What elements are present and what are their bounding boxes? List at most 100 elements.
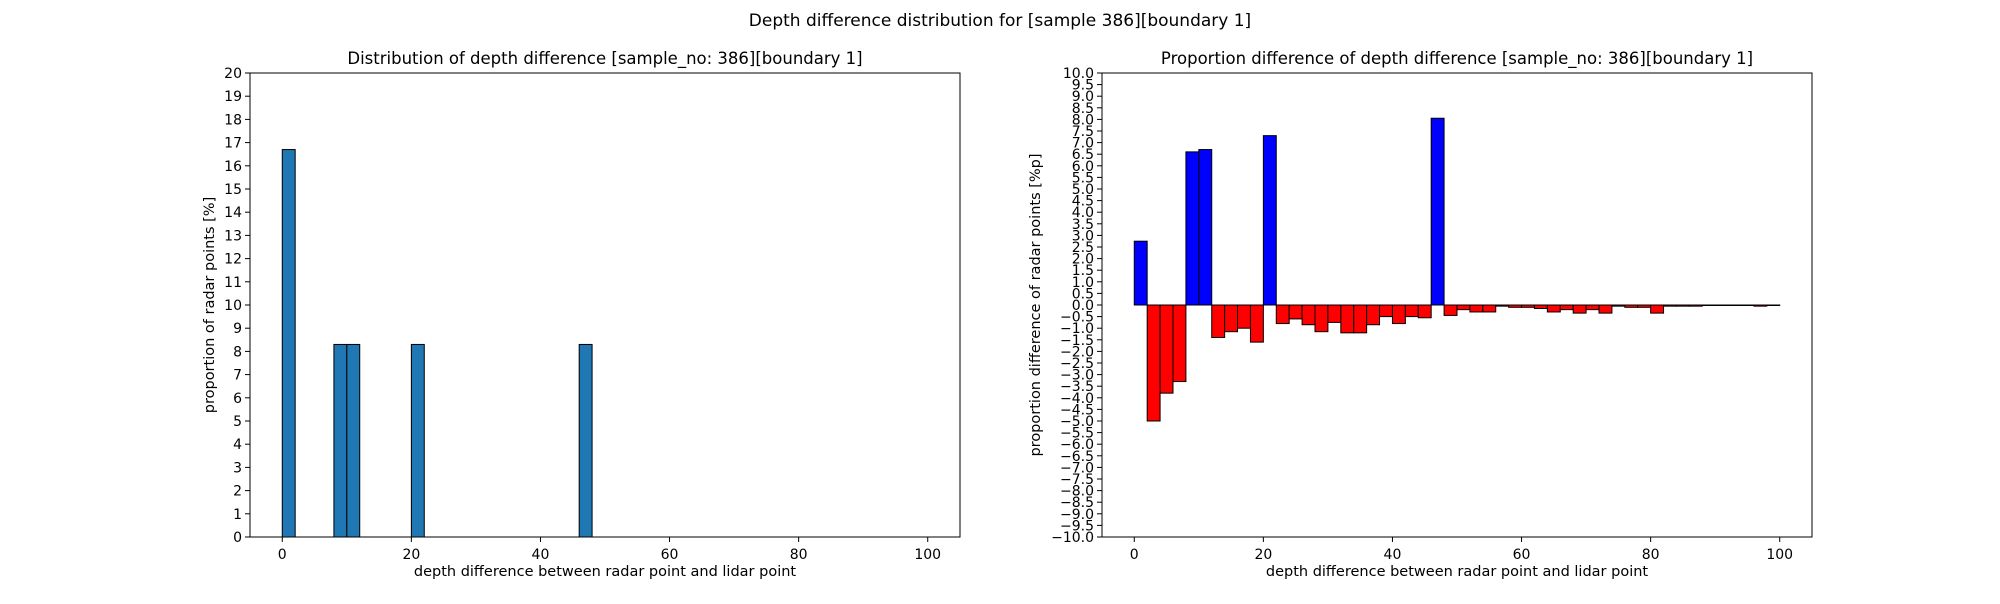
left-y-tick-label-10: 10 — [224, 298, 242, 314]
right-x-tick-label-3: 60 — [1513, 547, 1531, 563]
left-bar-0 — [281, 149, 296, 538]
left-y-tick-label-4: 4 — [233, 437, 242, 453]
right-y-tick-label-30: 5.0 — [1072, 182, 1094, 198]
left-y-tick-label-12: 12 — [224, 252, 242, 268]
right-bar-24 — [1443, 304, 1458, 316]
right-bar-6 — [1211, 304, 1226, 338]
right-bar-28 — [1495, 304, 1510, 307]
left-bar-4 — [578, 343, 593, 538]
left-chart-bars — [281, 149, 593, 538]
right-bar-7 — [1224, 304, 1239, 333]
right-bar-31 — [1533, 304, 1548, 309]
right-bar-49 — [1766, 304, 1781, 306]
right-y-tick-label-38: 9.0 — [1072, 89, 1094, 105]
right-bar-18 — [1366, 304, 1381, 326]
right-bar-2 — [1159, 304, 1174, 394]
left-y-tick-label-16: 16 — [224, 159, 242, 175]
left-y-tick-label-20: 20 — [224, 66, 242, 82]
left-y-tick-label-18: 18 — [224, 112, 242, 128]
right-bar-33 — [1559, 304, 1574, 311]
right-bar-29 — [1508, 304, 1523, 308]
right-bar-15 — [1327, 304, 1342, 323]
left-x-tick-label-4: 80 — [790, 547, 808, 563]
right-y-tick-label-15: −2.5 — [1060, 356, 1094, 372]
left-x-tick-label-1: 20 — [402, 547, 420, 563]
right-x-tick-label-0: 0 — [1130, 547, 1139, 563]
right-bar-19 — [1379, 304, 1393, 318]
left-y-tick-label-3: 3 — [233, 460, 242, 476]
right-bar-8 — [1237, 304, 1251, 329]
right-chart-x-ticks: 0 20 40 60 80 100 — [1130, 537, 1793, 563]
right-x-tick-label-5: 100 — [1766, 547, 1793, 563]
right-bar-9 — [1249, 304, 1264, 343]
right-bar-45 — [1714, 304, 1729, 306]
right-bar-23 — [1430, 117, 1445, 306]
right-y-tick-label-40: 10.0 — [1063, 66, 1094, 82]
right-y-tick-label-2: −9.0 — [1060, 507, 1094, 523]
right-y-tick-label-18: −1.0 — [1060, 321, 1094, 337]
right-y-tick-label-24: 2.0 — [1072, 252, 1094, 268]
left-y-tick-label-8: 8 — [233, 344, 242, 360]
right-x-tick-label-2: 40 — [1384, 547, 1402, 563]
right-bar-13 — [1301, 304, 1316, 326]
right-y-tick-label-3: −8.5 — [1060, 495, 1094, 511]
right-bar-39 — [1637, 304, 1652, 308]
left-x-tick-label-0: 0 — [278, 547, 287, 563]
right-bar-37 — [1611, 304, 1626, 307]
right-chart-title: Proportion difference of depth differenc… — [1161, 49, 1753, 69]
right-y-tick-label-34: 7.0 — [1072, 136, 1094, 152]
right-y-tick-label-22: 1.0 — [1072, 275, 1094, 291]
right-y-tick-label-10: −5.0 — [1060, 414, 1094, 430]
right-y-tick-label-6: −7.0 — [1060, 460, 1094, 476]
right-bar-30 — [1521, 304, 1535, 308]
left-chart-y-label: proportion of radar points [%] — [202, 197, 218, 413]
right-y-tick-label-13: −3.5 — [1060, 379, 1094, 395]
right-bar-40 — [1650, 304, 1665, 314]
right-bar-17 — [1353, 304, 1368, 334]
figure-suptitle: Depth difference distribution for [sampl… — [749, 11, 1251, 31]
right-y-tick-label-35: 7.5 — [1072, 124, 1094, 140]
right-y-tick-label-19: −0.5 — [1060, 310, 1094, 326]
right-y-tick-label-9: −5.5 — [1060, 426, 1094, 442]
right-bar-20 — [1391, 304, 1406, 325]
right-y-tick-label-36: 8.0 — [1072, 112, 1094, 128]
left-y-tick-label-17: 17 — [224, 136, 242, 152]
left-histogram-chart: Distribution of depth difference [sample… — [202, 49, 961, 580]
right-bar-47 — [1740, 304, 1755, 306]
right-bar-46 — [1727, 304, 1742, 306]
right-y-tick-label-33: 6.5 — [1072, 147, 1094, 163]
right-y-tick-label-25: 2.5 — [1072, 240, 1094, 256]
right-bar-16 — [1340, 304, 1355, 334]
left-y-tick-label-13: 13 — [224, 228, 242, 244]
left-y-tick-label-14: 14 — [224, 205, 242, 221]
right-y-tick-label-5: −7.5 — [1060, 472, 1094, 488]
left-y-tick-label-2: 2 — [233, 484, 242, 500]
right-x-tick-label-1: 20 — [1254, 547, 1272, 563]
right-bar-25 — [1456, 304, 1471, 311]
left-bar-2 — [346, 343, 361, 538]
left-y-tick-label-6: 6 — [233, 391, 242, 407]
right-bar-3 — [1172, 304, 1187, 383]
right-bar-22 — [1417, 304, 1432, 319]
left-x-tick-label-3: 60 — [661, 547, 679, 563]
right-bar-35 — [1585, 304, 1600, 311]
left-bar-3 — [410, 343, 425, 538]
left-chart-x-label: depth difference between radar point and… — [414, 564, 797, 580]
right-bar-5 — [1198, 149, 1213, 306]
left-y-tick-label-1: 1 — [233, 507, 242, 523]
right-bar-14 — [1314, 304, 1329, 333]
right-bar-0 — [1133, 240, 1148, 306]
right-y-tick-label-12: −4.0 — [1060, 391, 1094, 407]
left-chart-x-ticks: 0 20 40 60 80 100 — [278, 537, 941, 563]
right-bar-42 — [1675, 304, 1690, 307]
right-bar-43 — [1688, 304, 1703, 307]
left-y-tick-label-15: 15 — [224, 182, 242, 198]
right-y-tick-label-23: 1.5 — [1072, 263, 1094, 279]
right-bar-36 — [1598, 304, 1613, 314]
right-bar-21 — [1404, 304, 1419, 318]
right-chart-y-label: proportion difference of radar points [%… — [1028, 153, 1044, 456]
left-y-tick-label-9: 9 — [233, 321, 242, 337]
